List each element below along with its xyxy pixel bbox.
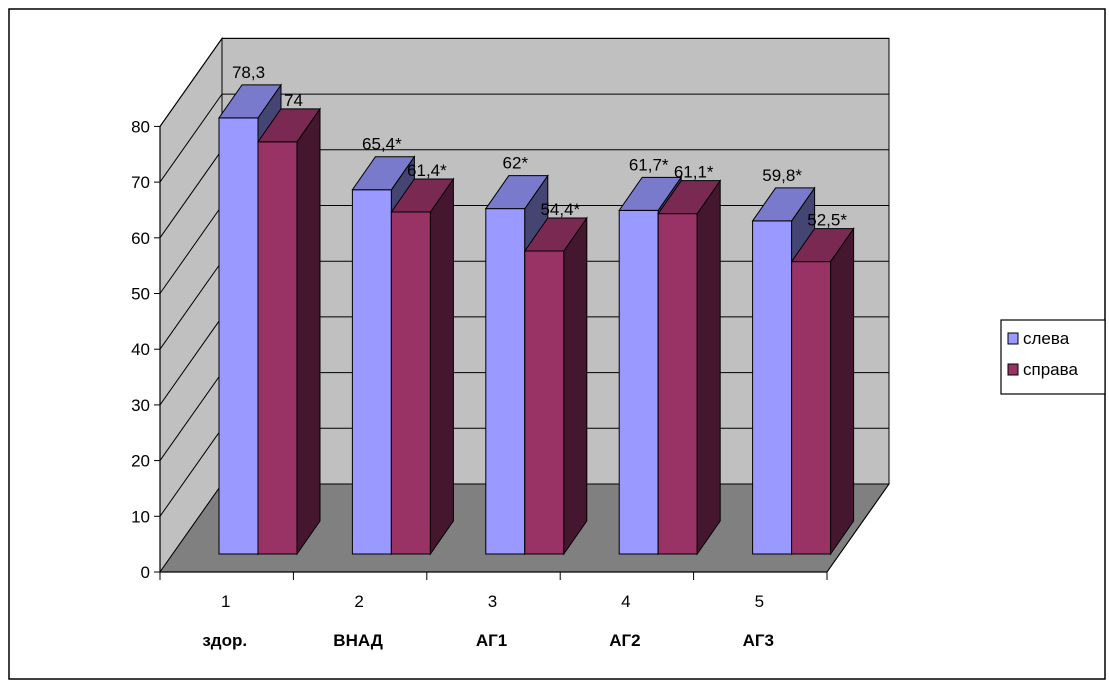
legend-label: слева <box>1023 329 1070 348</box>
bar-front <box>618 209 659 555</box>
bar-side <box>296 107 321 556</box>
y-tick-label: 50 <box>131 285 150 304</box>
bar-side <box>696 179 721 556</box>
bar-top <box>257 108 321 143</box>
bar <box>390 177 455 556</box>
y-tick-label: 70 <box>131 173 150 192</box>
data-label-right: 61,1* <box>674 163 714 182</box>
bar-front <box>657 213 698 555</box>
data-label-left: 78,3 <box>232 63 265 82</box>
x-category-sublabel: ВНАД <box>333 631 383 650</box>
x-category-sublabel: АГ2 <box>609 631 640 650</box>
bar-front <box>257 141 298 555</box>
data-label-left: 65,4* <box>362 135 402 154</box>
value-axis: 0 10 20 30 40 50 60 70 80 <box>131 117 890 582</box>
bar-top <box>790 228 855 263</box>
bar-front <box>351 189 392 555</box>
bar-front <box>524 250 565 555</box>
bar-side <box>563 216 588 556</box>
x-category-sublabel: здор. <box>202 631 247 650</box>
gridline <box>159 93 889 183</box>
data-label-right: 61,4* <box>407 161 447 180</box>
data-label-left: 61,7* <box>629 155 669 174</box>
x-category-sublabel: АГ3 <box>743 631 774 650</box>
x-tick-label: 3 <box>488 592 497 611</box>
legend-label: справа <box>1023 360 1078 379</box>
y-tick-label: 30 <box>131 396 150 415</box>
y-tick-label: 0 <box>141 563 150 582</box>
y-tick-label: 80 <box>131 117 150 136</box>
y-tick-label: 60 <box>131 229 150 248</box>
bar-top <box>484 175 549 210</box>
x-tick-label: 5 <box>755 592 764 611</box>
legend-swatch <box>1007 363 1019 376</box>
legend-swatch <box>1007 332 1019 345</box>
data-labels: 78,3 74 65,4* 61,4* 62* 54,4* 61,7* 61,1* 59,8* 5… <box>232 63 847 230</box>
legend-box <box>1000 319 1106 395</box>
bars <box>218 83 855 556</box>
data-label-right: 52,5* <box>807 211 847 230</box>
bar-top <box>218 84 282 119</box>
bar <box>257 107 321 556</box>
x-tick-label: 2 <box>354 592 363 611</box>
data-label-right: 54,4* <box>540 200 580 219</box>
bar <box>657 179 722 556</box>
bar-front <box>485 208 526 555</box>
gridline <box>159 37 889 127</box>
y-tick-label: 10 <box>131 507 150 526</box>
data-label-left: 62* <box>503 154 529 173</box>
bar-top <box>618 176 683 211</box>
bar <box>523 216 588 556</box>
data-label-left: 59,8* <box>762 166 802 185</box>
category-axis: 1 здор. 2 ВНАД 3 АГ1 4 АГ2 5 АГ3 <box>159 572 828 650</box>
x-category-sublabel: АГ1 <box>476 631 507 650</box>
legend: слева справа <box>1000 319 1106 395</box>
floor-edge <box>826 483 890 573</box>
data-label-right: 74 <box>284 91 303 110</box>
x-tick-label: 4 <box>621 592 630 611</box>
bar-front <box>390 211 431 555</box>
bar <box>790 226 855 556</box>
bar-top <box>523 217 588 252</box>
bar-front <box>218 117 259 555</box>
x-tick-label: 1 <box>221 592 230 611</box>
bar-front <box>791 261 832 555</box>
bar-side <box>429 177 454 556</box>
bar-top <box>390 178 455 213</box>
y-tick-label: 20 <box>131 452 150 471</box>
bar-top <box>751 187 816 222</box>
bar-top <box>351 156 416 191</box>
y-tick-label: 40 <box>131 340 150 359</box>
bar-front <box>752 220 793 555</box>
bar-side <box>830 226 855 556</box>
bar-top <box>657 180 722 215</box>
